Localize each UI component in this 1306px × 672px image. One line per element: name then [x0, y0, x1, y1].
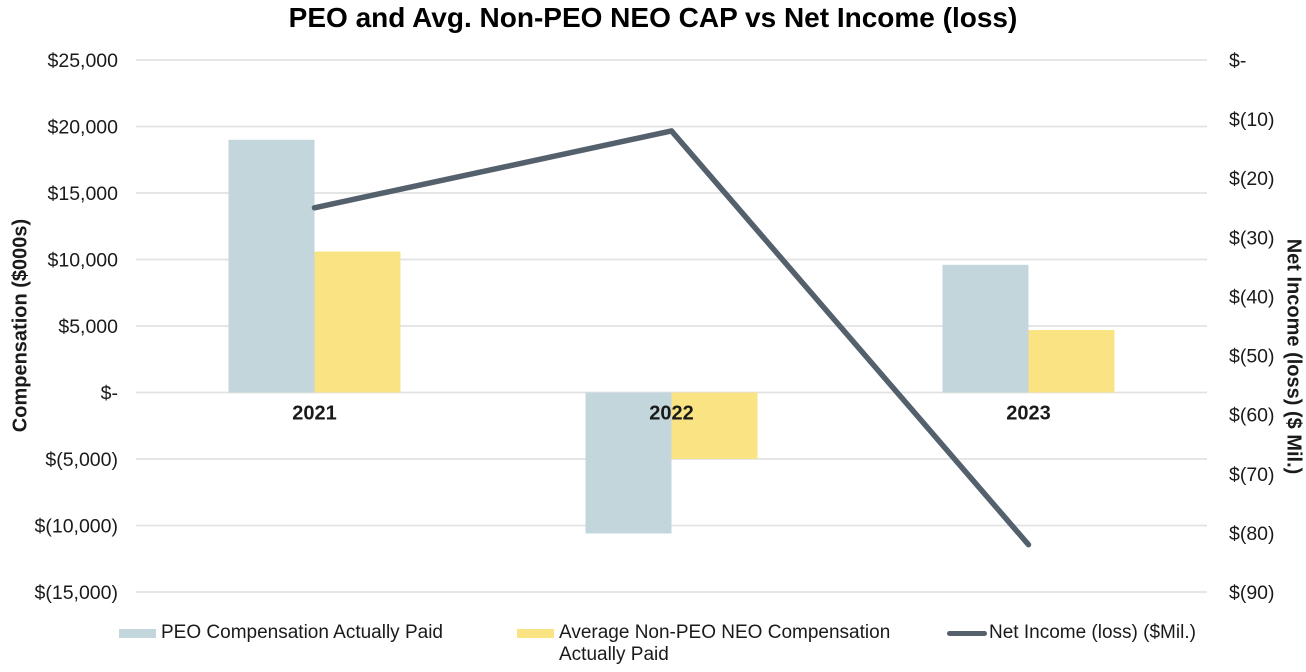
- right-axis-tick-label: $(60): [1229, 405, 1275, 427]
- right-axis-tick-label: $(20): [1229, 168, 1275, 190]
- legend-item-avg-non-peo: Average Non-PEO NEO Compensation Actuall…: [517, 622, 915, 666]
- left-axis-tick-label: $5,000: [58, 316, 118, 338]
- bar-avg-non-peo-cap-2021: [314, 251, 401, 393]
- left-axis-tick-label: $-: [101, 383, 118, 405]
- category-label-2022: 2022: [649, 403, 694, 425]
- legend-swatch-avg-non-peo-icon: [517, 629, 554, 638]
- right-axis-tick-label: $(10): [1229, 109, 1275, 131]
- right-axis-tick-label: $(50): [1229, 346, 1275, 368]
- left-axis-tick-label: $(15,000): [35, 582, 118, 604]
- category-label-2021: 2021: [292, 403, 337, 425]
- left-axis-tick-label: $(10,000): [35, 516, 118, 538]
- right-axis-tick-label: $(90): [1229, 582, 1275, 604]
- right-axis-tick-label: $(30): [1229, 227, 1275, 249]
- bar-avg-non-peo-cap-2023: [1028, 329, 1115, 393]
- right-axis-tick-label: $(70): [1229, 464, 1275, 486]
- left-axis-tick-label: $10,000: [48, 250, 119, 272]
- chart-title: PEO and Avg. Non-PEO NEO CAP vs Net Inco…: [288, 2, 1018, 33]
- left-axis-tick-label: $25,000: [48, 50, 119, 72]
- legend-item-peo: PEO Compensation Actually Paid: [119, 622, 443, 644]
- right-axis-tick-label: $(40): [1229, 286, 1275, 308]
- legend-item-net-income: Net Income (loss) ($Mil.): [947, 622, 1196, 644]
- right-axis-tick-label: $-: [1229, 50, 1246, 72]
- bar-peo-cap-2022: [585, 392, 672, 534]
- left-axis-tick-label: $20,000: [48, 117, 119, 139]
- left-axis-title: Compensation ($000s): [9, 218, 32, 433]
- left-axis-tick-label: $15,000: [48, 183, 119, 205]
- right-axis-title: Net Income (loss) ($ Mil.): [1282, 238, 1305, 475]
- legend-label-peo: PEO Compensation Actually Paid: [161, 622, 443, 643]
- category-label-2023: 2023: [1006, 403, 1051, 425]
- net-income-line: [311, 128, 1032, 548]
- right-axis-tick-label: $(80): [1229, 523, 1275, 545]
- left-axis-tick-label: $(5,000): [45, 449, 118, 471]
- bar-peo-cap-2023: [942, 264, 1029, 393]
- bar-avg-non-peo-cap-2022: [671, 392, 758, 459]
- legend-swatch-net-income-icon: [947, 631, 987, 636]
- legend-swatch-peo-icon: [119, 629, 156, 638]
- bar-peo-cap-2021: [228, 139, 315, 393]
- legend-label-avg-non-peo: Average Non-PEO NEO Compensation Actuall…: [559, 622, 891, 665]
- legend-label-net-income: Net Income (loss) ($Mil.): [989, 622, 1196, 643]
